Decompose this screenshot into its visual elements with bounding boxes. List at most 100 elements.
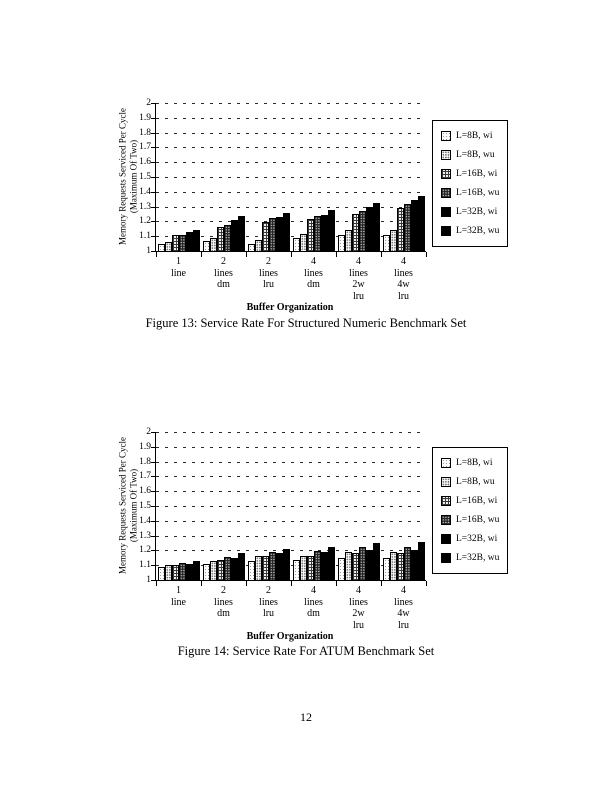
y-axis-tick bbox=[151, 191, 156, 193]
bar bbox=[217, 560, 224, 580]
plot-area: 2 1.9 1.8 1.7 1.6 1.5 1.4 1.3 1.2 1.1 1 1 line 2 lines… bbox=[139, 98, 427, 302]
bar bbox=[231, 557, 238, 580]
category-label: 1 line bbox=[156, 256, 201, 279]
bar bbox=[158, 243, 165, 251]
y-axis-tick bbox=[151, 162, 156, 164]
bar bbox=[359, 211, 366, 251]
bar bbox=[307, 219, 314, 251]
grid-swatch bbox=[441, 169, 451, 179]
bar bbox=[411, 550, 418, 580]
solid-swatch bbox=[441, 226, 451, 236]
bar bbox=[411, 199, 418, 251]
legend-label: L=16B, wu bbox=[456, 188, 500, 198]
solid-swatch bbox=[441, 207, 451, 217]
category-label-line: dm bbox=[307, 279, 320, 290]
bar bbox=[193, 560, 200, 580]
legend-label: L=32B, wi bbox=[456, 534, 498, 544]
bar bbox=[186, 231, 193, 251]
category-label: 4 lines 2w lru bbox=[336, 256, 381, 302]
category-label-line: 2 bbox=[221, 585, 226, 596]
dots-med-swatch bbox=[441, 150, 451, 160]
category-label-line: dm bbox=[217, 608, 230, 619]
bar bbox=[373, 202, 380, 251]
category-label: 2 lines dm bbox=[201, 585, 246, 620]
bar bbox=[366, 550, 373, 580]
y-axis-label-line2: (Maximum Of Two) bbox=[128, 468, 138, 543]
x-axis-tick bbox=[156, 581, 157, 586]
bar bbox=[418, 542, 425, 580]
bar bbox=[314, 216, 321, 251]
legend-entry: L=16B, wi bbox=[441, 169, 499, 179]
bar bbox=[321, 551, 328, 580]
category-label: 4 lines 4w lru bbox=[381, 585, 426, 631]
y-tick-label: 1.3 bbox=[139, 530, 151, 541]
bar bbox=[314, 551, 321, 580]
bar bbox=[404, 204, 411, 251]
bar bbox=[276, 216, 283, 251]
bar bbox=[248, 243, 255, 251]
category-label-line: 1 bbox=[176, 585, 181, 596]
category-label-line: lru bbox=[262, 279, 275, 290]
bar bbox=[359, 547, 366, 580]
category-label: 1 line bbox=[156, 585, 201, 608]
y-axis-tick bbox=[151, 565, 156, 567]
bar bbox=[210, 237, 217, 251]
x-axis-tick bbox=[291, 252, 292, 257]
y-tick-label: 1.9 bbox=[139, 112, 151, 123]
gridline bbox=[156, 132, 426, 134]
bar bbox=[366, 207, 373, 251]
bar bbox=[262, 556, 269, 580]
category-label-line: 4w bbox=[397, 279, 410, 290]
y-tick-label: 2 bbox=[146, 98, 151, 108]
bar bbox=[352, 214, 359, 251]
category-label-line: lines bbox=[259, 267, 278, 279]
bar bbox=[307, 556, 314, 580]
bar bbox=[172, 565, 179, 580]
y-axis-tick bbox=[151, 550, 156, 552]
bar bbox=[397, 208, 404, 251]
category-label-line: lines bbox=[304, 596, 323, 608]
gridline bbox=[156, 446, 426, 448]
bar bbox=[293, 560, 300, 580]
y-axis-tick bbox=[151, 432, 156, 433]
figure-13-caption: Figure 13: Service Rate For Structured N… bbox=[145, 316, 467, 330]
y-tick-label: 1.5 bbox=[139, 501, 151, 511]
page-number: 12 bbox=[300, 710, 312, 724]
y-tick-label: 1.3 bbox=[139, 201, 151, 212]
category-label-line: lru bbox=[397, 290, 410, 302]
legend-entry: L=16B, wu bbox=[441, 515, 499, 525]
category-label-line: lines bbox=[214, 267, 233, 279]
gridline bbox=[156, 565, 426, 567]
y-axis-tick bbox=[151, 520, 156, 522]
legend-label: L=8B, wu bbox=[456, 477, 495, 487]
x-axis-tick bbox=[336, 581, 337, 586]
gridline bbox=[156, 103, 426, 104]
dots-med-swatch bbox=[441, 477, 451, 487]
bar bbox=[390, 551, 397, 580]
x-axis-title: Buffer Organization bbox=[246, 302, 334, 313]
bar-group bbox=[248, 103, 290, 251]
plot-area: 2 1.9 1.8 1.7 1.6 1.5 1.4 1.3 1.2 1.1 1 1 line 2 lines… bbox=[139, 427, 427, 631]
grid-dark-swatch bbox=[441, 188, 451, 198]
category-label-line: 1 bbox=[176, 256, 181, 267]
bar bbox=[203, 241, 210, 251]
category-label-line: line bbox=[171, 596, 186, 608]
y-axis-tick bbox=[151, 177, 156, 178]
y-axis-tick bbox=[151, 461, 156, 463]
bar bbox=[345, 229, 352, 251]
category-label-line: lru bbox=[262, 608, 275, 619]
category-label-line: 4 bbox=[401, 585, 406, 596]
legend-label: L=16B, wi bbox=[456, 169, 498, 179]
bar-group bbox=[338, 103, 380, 251]
legend-entry: L=16B, wi bbox=[441, 496, 499, 506]
x-axis-tick bbox=[246, 581, 247, 586]
category-label-line: dm bbox=[307, 608, 320, 619]
bar bbox=[338, 235, 345, 251]
y-axis-tick bbox=[151, 580, 156, 581]
gridline bbox=[156, 476, 426, 478]
legend-label: L=32B, wi bbox=[456, 207, 498, 217]
category-label: 2 lines lru bbox=[246, 256, 291, 291]
category-label-line: 4 bbox=[401, 256, 406, 267]
y-axis-tick bbox=[151, 251, 156, 252]
